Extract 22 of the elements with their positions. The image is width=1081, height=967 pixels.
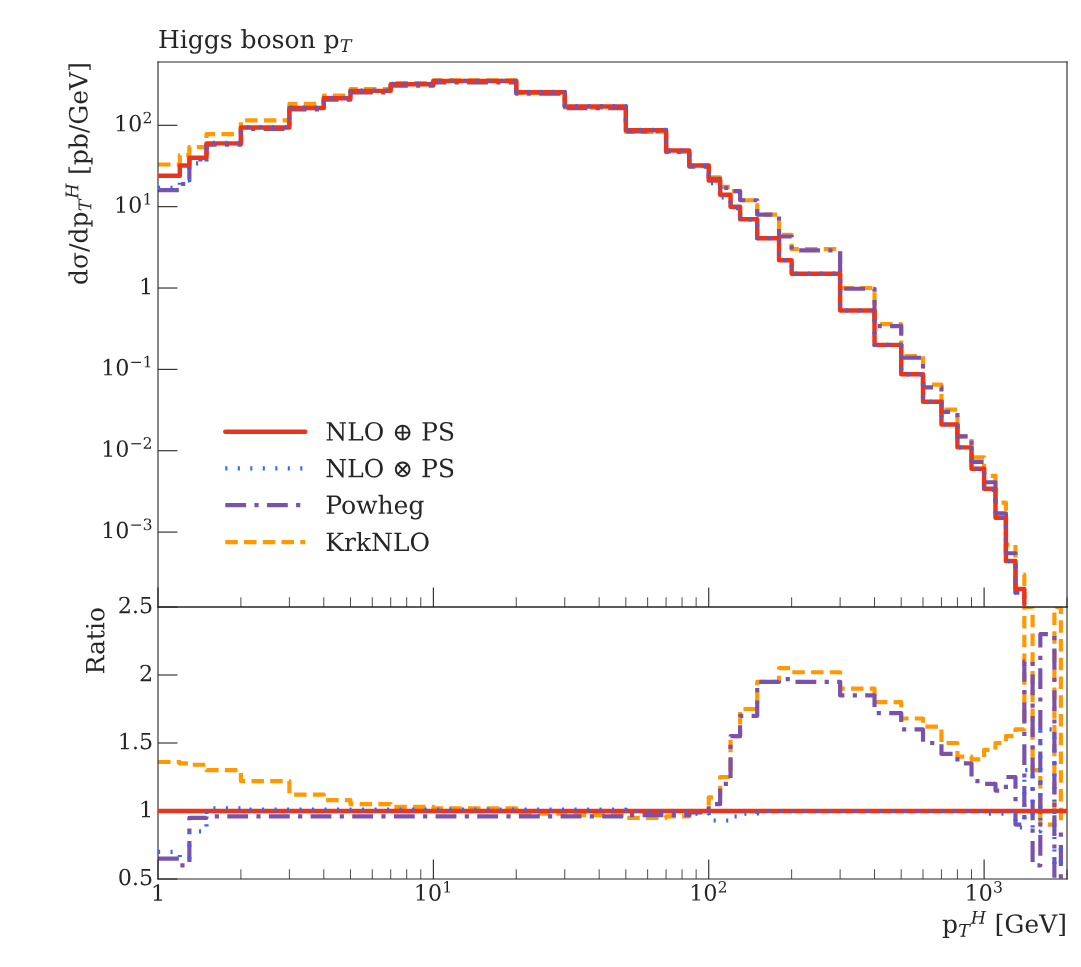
y-axis-title: Ratio: [85, 608, 105, 674]
x-tick-label: 10$^{3}$: [967, 880, 1002, 901]
y-tick-label: 10$^{−3}$: [103, 518, 152, 539]
legend-label: KrkNLO: [326, 531, 429, 552]
x-axis-title: p$_{T}$$^{H}$ [GeV]: [942, 910, 1065, 938]
y-tick-label: 1.5: [120, 732, 152, 750]
legend-label: NLO ⊕ PS: [326, 421, 454, 441]
legend-label: Powheg: [326, 494, 424, 520]
y-tick-label: 10$^{−1}$: [103, 355, 151, 376]
y-tick-label: 2: [140, 664, 151, 682]
y-tick-label: 10$^{−2}$: [103, 437, 152, 458]
x-tick-label: 10$^{2}$: [691, 880, 727, 901]
y-tick-label: 10$^{2}$: [116, 111, 151, 132]
y-tick-label: 1: [141, 277, 150, 295]
y-tick-label: 1: [141, 800, 150, 818]
y-tick-label: 10$^{1}$: [116, 193, 151, 213]
chart-title: Higgs boson p$_{T}$: [159, 29, 353, 54]
legend-label: NLO ⊗ PS: [326, 458, 454, 478]
y-axis-title: dσ/dp$_{T}$$^{H}$ [pb/GeV]: [65, 64, 93, 284]
x-tick-label: 10$^{1}$: [416, 880, 450, 901]
y-tick-label: 0.5: [119, 868, 152, 886]
y-tick-label: 2.5: [119, 596, 152, 614]
